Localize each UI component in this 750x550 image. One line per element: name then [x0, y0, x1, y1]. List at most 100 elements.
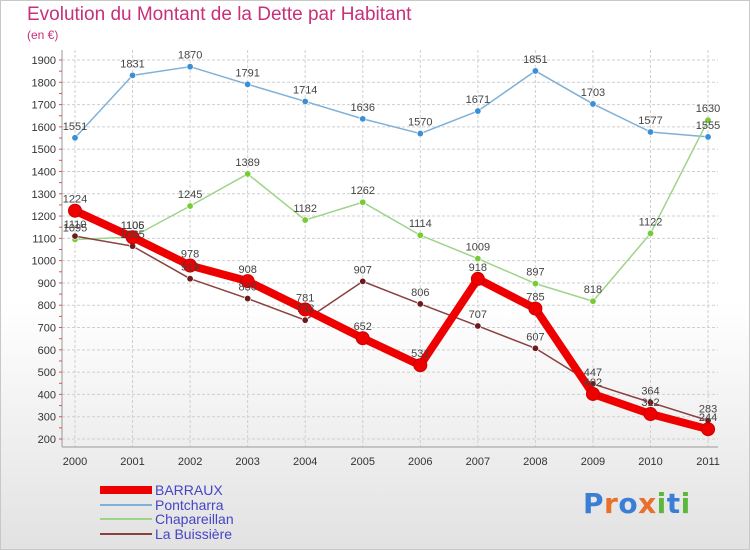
x-tick-label: 2006: [408, 456, 432, 468]
data-label: 402: [584, 377, 602, 389]
data-label: 1009: [466, 242, 490, 254]
data-label: 607: [526, 331, 544, 343]
data-point: [301, 316, 309, 324]
series-line-1: [74, 65, 709, 139]
data-point: [186, 275, 194, 283]
data-label: 1105: [121, 220, 145, 232]
legend-item: La Buissière: [100, 525, 360, 542]
legend-item: Pontcharra: [100, 497, 360, 512]
data-point: [589, 100, 597, 108]
data-point: [183, 258, 198, 273]
data-label: 364: [641, 385, 659, 397]
data-label: 1671: [466, 94, 490, 106]
data-point: [474, 255, 482, 263]
logo-letter: r: [604, 487, 619, 520]
data-label: 1224: [63, 194, 87, 206]
axes: 200 300 400 500 600 700 800 900 1000 1100 1200 1300…: [32, 50, 720, 468]
legend-label: La Buissière: [155, 525, 233, 542]
logo-letter: t: [666, 487, 681, 520]
y-tick-label: 1800: [32, 77, 56, 89]
x-tick-label: 2001: [120, 456, 144, 468]
data-point: [416, 231, 424, 239]
data-point: [301, 97, 309, 105]
series-line-0: [71, 206, 713, 434]
data-point: [301, 216, 309, 224]
data-point: [531, 280, 539, 288]
data-label: 1122: [639, 216, 663, 228]
y-tick-label: 1400: [32, 166, 56, 178]
data-point: [646, 229, 654, 237]
data-label: 1114: [409, 218, 432, 230]
series-line-3: [74, 235, 709, 422]
x-tick-label: 2010: [638, 456, 662, 468]
data-point: [528, 301, 543, 316]
data-point: [589, 297, 597, 305]
data-point: [240, 274, 255, 289]
legend-swatch: [100, 532, 152, 535]
legend-label: Chapareillan: [155, 511, 234, 527]
logo-letter: i: [656, 487, 667, 520]
data-point: [71, 232, 79, 240]
data-label: 1630: [696, 103, 720, 115]
data-label: 897: [526, 267, 544, 279]
series-line-2: [74, 119, 709, 302]
x-tick-label: 2011: [696, 456, 720, 468]
data-label: 312: [641, 397, 659, 409]
data-label: 1851: [523, 54, 547, 66]
data-label: 907: [354, 264, 372, 276]
x-tick-label: 2007: [466, 456, 490, 468]
data-point: [474, 107, 482, 115]
data-label: 1791: [235, 67, 259, 79]
data-label: 781: [296, 292, 314, 304]
data-point: [531, 67, 539, 75]
y-tick-label: 500: [38, 367, 56, 379]
y-tick-label: 1500: [32, 144, 56, 156]
data-label: 1551: [63, 121, 87, 133]
data-point: [244, 295, 252, 303]
data-label: 785: [526, 292, 544, 304]
data-point: [186, 63, 194, 71]
legend: BARRAUX Pontcharra Chapareillan La Buissièr…: [100, 483, 360, 541]
data-point: [474, 322, 482, 330]
data-point: [531, 344, 539, 352]
data-point: [244, 80, 252, 88]
data-point: [186, 202, 194, 210]
data-label: 1703: [581, 87, 605, 99]
data-label: 244: [699, 412, 717, 424]
data-point: [129, 71, 137, 79]
data-label: 447: [584, 367, 602, 379]
logo-letter: P: [583, 487, 605, 520]
data-label: 918: [469, 262, 487, 274]
logo-letter: o: [618, 487, 639, 520]
data-label: 1555: [696, 120, 720, 132]
data-point: [643, 407, 658, 422]
legend-item: BARRAUX: [100, 483, 360, 498]
data-point: [470, 271, 485, 286]
data-point: [416, 130, 424, 138]
legend-swatch: [100, 503, 152, 506]
data-label: 919: [181, 262, 199, 274]
x-tick-label: 2005: [351, 456, 375, 468]
y-tick-label: 1600: [32, 122, 56, 134]
data-point: [416, 300, 424, 308]
data-point: [413, 358, 428, 373]
x-tick-label: 2003: [235, 456, 259, 468]
data-label: 1095: [63, 222, 87, 234]
data-point: [701, 422, 716, 437]
data-label: 908: [238, 264, 256, 276]
data-point: [359, 198, 367, 206]
data-point: [646, 398, 654, 406]
data-label: 1182: [293, 203, 317, 215]
y-tick-label: 400: [38, 389, 56, 401]
logo-letter: x: [638, 487, 657, 520]
data-point: [355, 331, 370, 346]
data-point: [68, 203, 82, 218]
y-tick-label: 1200: [32, 211, 56, 223]
data-point: [359, 115, 367, 123]
data-label: 652: [354, 321, 372, 333]
data-label: 1570: [408, 117, 432, 129]
data-label: 1245: [178, 189, 202, 201]
data-label: 1389: [235, 157, 259, 169]
